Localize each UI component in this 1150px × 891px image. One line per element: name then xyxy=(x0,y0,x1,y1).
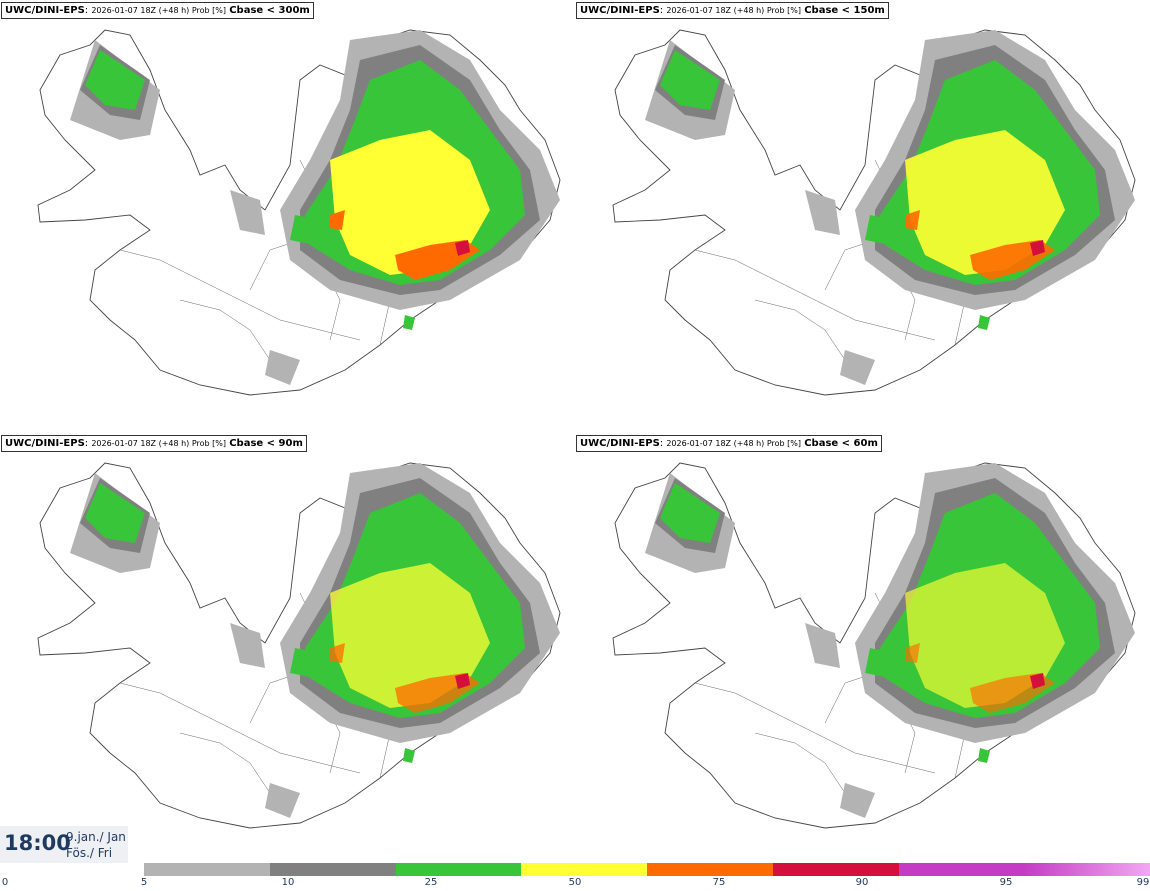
shade75-area xyxy=(905,210,1055,280)
shade50-area xyxy=(330,130,490,275)
model-name: UWC/DINI-EPS xyxy=(5,438,85,449)
shade50-area xyxy=(905,130,1065,275)
colorbar-segment xyxy=(395,863,522,876)
run-info: 2026-01-07 18Z (+48 h) Prob [%] xyxy=(666,6,802,15)
panel-title: UWC/DINI-EPS: 2026-01-07 18Z (+48 h) Pro… xyxy=(1,2,314,19)
run-info: 2026-01-07 18Z (+48 h) Prob [%] xyxy=(91,6,227,15)
colorbar-tick: 90 xyxy=(855,877,869,888)
shade75-area xyxy=(330,210,480,280)
map-canvas xyxy=(37,462,561,829)
colorbar-tick: 25 xyxy=(424,877,438,888)
valid-clock: 18:00 xyxy=(4,831,71,855)
shade90-area xyxy=(455,240,470,256)
panel-title: UWC/DINI-EPS: 2026-01-07 18Z (+48 h) Pro… xyxy=(576,2,889,19)
colorbar-tick: 99 xyxy=(1136,877,1150,888)
colorbar-tick: 75 xyxy=(712,877,726,888)
shade75-area xyxy=(905,643,1055,713)
panel-title: UWC/DINI-EPS: 2026-01-07 18Z (+48 h) Pro… xyxy=(576,435,882,452)
colorbar-segment xyxy=(1024,863,1150,876)
colorbar-tick: 5 xyxy=(140,877,148,888)
map-canvas xyxy=(612,29,1136,396)
shade90-area xyxy=(1030,240,1045,256)
run-info: 2026-01-07 18Z (+48 h) Prob [%] xyxy=(666,439,802,448)
colorbar-segment xyxy=(647,863,773,876)
colorbar-segment xyxy=(898,863,1025,876)
model-name: UWC/DINI-EPS xyxy=(5,5,85,16)
parameter-label: Cbase < 60m xyxy=(804,438,878,449)
colorbar-tick: 10 xyxy=(281,877,295,888)
shade75-area xyxy=(330,643,480,713)
map-panel-90m: UWC/DINI-EPS: 2026-01-07 18Z (+48 h) Pro… xyxy=(0,433,575,863)
parameter-label: Cbase < 300m xyxy=(229,5,310,16)
run-info: 2026-01-07 18Z (+48 h) Prob [%] xyxy=(91,439,227,448)
map-canvas xyxy=(37,29,561,396)
shade90-area xyxy=(1030,673,1045,689)
shade50-area xyxy=(905,563,1065,708)
parameter-label: Cbase < 150m xyxy=(804,5,885,16)
shade50-area xyxy=(330,563,490,708)
model-name: UWC/DINI-EPS xyxy=(580,438,660,449)
parameter-label: Cbase < 90m xyxy=(229,438,303,449)
shade90-area xyxy=(455,673,470,689)
map-panel-300m: UWC/DINI-EPS: 2026-01-07 18Z (+48 h) Pro… xyxy=(0,0,575,430)
probability-colorbar xyxy=(144,863,1150,876)
colorbar-tick: 0 xyxy=(1,877,9,888)
map-panel-60m: UWC/DINI-EPS: 2026-01-07 18Z (+48 h) Pro… xyxy=(575,433,1150,863)
colorbar-tick: 95 xyxy=(999,877,1013,888)
colorbar-tick: 50 xyxy=(568,877,582,888)
model-name: UWC/DINI-EPS xyxy=(580,5,660,16)
valid-date: 9.jan./ Jan xyxy=(66,830,126,844)
valid-weekday: Fös./ Fri xyxy=(66,846,113,860)
valid-time-box: 18:00 9.jan./ Jan Fös./ Fri xyxy=(0,826,128,863)
panel-title: UWC/DINI-EPS: 2026-01-07 18Z (+48 h) Pro… xyxy=(1,435,307,452)
colorbar-segment xyxy=(521,863,647,876)
colorbar-segment xyxy=(269,863,396,876)
map-panel-150m: UWC/DINI-EPS: 2026-01-07 18Z (+48 h) Pro… xyxy=(575,0,1150,430)
colorbar-segment xyxy=(772,863,899,876)
colorbar-segment xyxy=(144,863,270,876)
map-canvas xyxy=(612,462,1136,829)
